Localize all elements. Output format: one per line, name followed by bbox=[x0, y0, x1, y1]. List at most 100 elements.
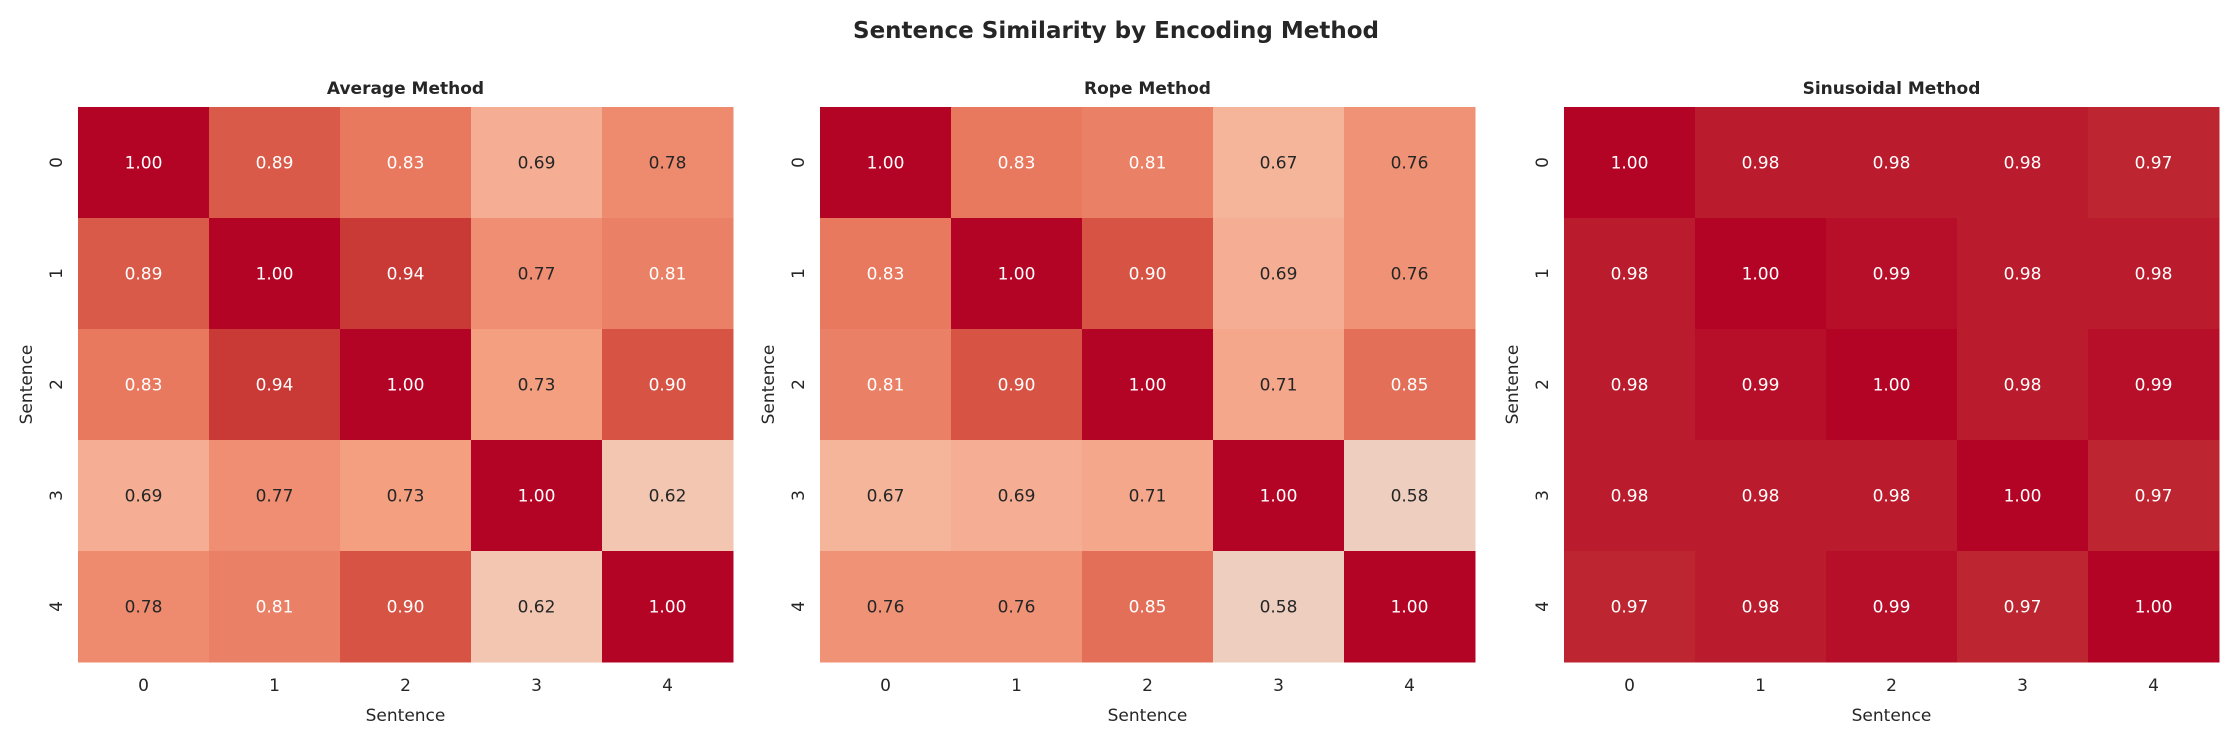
y-tick-label: 4 bbox=[1533, 601, 1553, 612]
heatmap-cell bbox=[820, 551, 952, 663]
y-axis-label: Sentence bbox=[759, 345, 779, 425]
heatmap-cell bbox=[1826, 218, 1958, 330]
heatmap-panel: Rope Method 1.00 0.83 0.81 0.67 0.76 0.83 1.00 0… bbox=[759, 79, 1476, 726]
cell-label: 0.97 bbox=[2135, 154, 2173, 174]
x-tick-label: 2 bbox=[400, 676, 411, 696]
cell-label: 0.90 bbox=[998, 376, 1036, 396]
cell-label: 1.00 bbox=[998, 265, 1036, 285]
cell-label: 0.99 bbox=[1742, 376, 1780, 396]
heatmap-cell bbox=[1082, 440, 1214, 552]
cell-label: 0.62 bbox=[649, 487, 687, 507]
cell-label: 0.78 bbox=[125, 598, 163, 618]
cell-label: 0.99 bbox=[1873, 598, 1911, 618]
cell-label: 1.00 bbox=[125, 154, 163, 174]
cell-label: 0.98 bbox=[2004, 265, 2042, 285]
y-tick-label: 2 bbox=[789, 379, 809, 390]
heatmap-cell bbox=[602, 329, 734, 441]
y-tick-label: 4 bbox=[789, 601, 809, 612]
heatmap-cell bbox=[1564, 218, 1696, 330]
heatmap-cell bbox=[1957, 440, 2089, 552]
y-tick-label: 3 bbox=[47, 490, 67, 501]
x-tick-label: 4 bbox=[2148, 676, 2159, 696]
heatmap-cell bbox=[602, 440, 734, 552]
cell-label: 0.73 bbox=[387, 487, 425, 507]
heatmap-cell bbox=[1344, 551, 1476, 663]
cell-label: 0.71 bbox=[1260, 376, 1298, 396]
cell-label: 0.89 bbox=[256, 154, 294, 174]
y-tick-label: 2 bbox=[1533, 379, 1553, 390]
cell-label: 1.00 bbox=[1129, 376, 1167, 396]
heatmap-cell bbox=[471, 218, 603, 330]
cell-label: 0.67 bbox=[867, 487, 905, 507]
heatmap-cell bbox=[1344, 218, 1476, 330]
heatmap-cell bbox=[209, 329, 341, 441]
cell-label: 0.90 bbox=[649, 376, 687, 396]
y-tick-label: 0 bbox=[1533, 157, 1553, 168]
cell-label: 1.00 bbox=[1391, 598, 1429, 618]
cell-label: 0.83 bbox=[867, 265, 905, 285]
cell-label: 0.94 bbox=[256, 376, 294, 396]
x-tick-label: 0 bbox=[1624, 676, 1635, 696]
panel-title: Rope Method bbox=[1084, 79, 1211, 99]
x-tick-label: 3 bbox=[531, 676, 542, 696]
y-tick-label: 3 bbox=[1533, 490, 1553, 501]
cell-label: 0.94 bbox=[387, 265, 425, 285]
cell-label: 0.81 bbox=[649, 265, 687, 285]
x-tick-label: 3 bbox=[2017, 676, 2028, 696]
heatmap-cell bbox=[1082, 218, 1214, 330]
cell-label: 0.98 bbox=[1611, 487, 1649, 507]
cell-label: 0.83 bbox=[998, 154, 1036, 174]
cell-label: 0.89 bbox=[125, 265, 163, 285]
cell-label: 0.97 bbox=[1611, 598, 1649, 618]
heatmap-cell bbox=[1564, 329, 1696, 441]
cell-label: 1.00 bbox=[649, 598, 687, 618]
heatmap-cell bbox=[1695, 218, 1827, 330]
cell-label: 0.78 bbox=[649, 154, 687, 174]
heatmap-cell bbox=[78, 107, 210, 219]
heatmap-panel: Sinusoidal Method 1.00 0.98 0.98 0.98 0.97 0.9… bbox=[1503, 79, 2220, 726]
heatmap-cell bbox=[1564, 440, 1696, 552]
heatmap-cell bbox=[209, 218, 341, 330]
x-tick-label: 2 bbox=[1886, 676, 1897, 696]
cell-label: 0.83 bbox=[125, 376, 163, 396]
cell-label: 0.98 bbox=[2135, 265, 2173, 285]
heatmap-cell bbox=[1695, 440, 1827, 552]
heatmap-cell bbox=[1826, 551, 1958, 663]
panel-title: Average Method bbox=[327, 79, 484, 99]
heatmap-cell bbox=[340, 329, 472, 441]
cell-label: 1.00 bbox=[387, 376, 425, 396]
heatmap-cell bbox=[820, 218, 952, 330]
cell-label: 0.98 bbox=[1742, 598, 1780, 618]
cell-label: 0.76 bbox=[1391, 154, 1429, 174]
heatmap-cell bbox=[78, 440, 210, 552]
cell-label: 1.00 bbox=[2135, 598, 2173, 618]
heatmap-cell bbox=[78, 218, 210, 330]
cell-label: 0.58 bbox=[1391, 487, 1429, 507]
cell-label: 0.98 bbox=[1742, 154, 1780, 174]
heatmap-cell bbox=[1826, 107, 1958, 219]
cell-label: 0.73 bbox=[518, 376, 556, 396]
cell-label: 0.76 bbox=[867, 598, 905, 618]
x-tick-label: 0 bbox=[138, 676, 149, 696]
heatmap-cell bbox=[1213, 329, 1345, 441]
heatmap-cell bbox=[1213, 440, 1345, 552]
cell-label: 0.62 bbox=[518, 598, 556, 618]
heatmap-cell bbox=[2088, 107, 2220, 219]
cell-label: 0.98 bbox=[1611, 376, 1649, 396]
y-tick-label: 3 bbox=[789, 490, 809, 501]
heatmap-cell bbox=[2088, 218, 2220, 330]
x-tick-label: 4 bbox=[1404, 676, 1415, 696]
panel-title: Sinusoidal Method bbox=[1803, 79, 1981, 99]
x-tick-label: 2 bbox=[1142, 676, 1153, 696]
cell-label: 0.69 bbox=[518, 154, 556, 174]
cell-label: 0.98 bbox=[1742, 487, 1780, 507]
cell-label: 1.00 bbox=[867, 154, 905, 174]
cell-label: 0.98 bbox=[2004, 154, 2042, 174]
heatmap-cell bbox=[820, 440, 952, 552]
cell-label: 0.98 bbox=[1873, 154, 1911, 174]
y-tick-label: 1 bbox=[1533, 268, 1553, 279]
cell-label: 0.58 bbox=[1260, 598, 1298, 618]
heatmap-cell bbox=[2088, 329, 2220, 441]
heatmap-cell bbox=[1826, 329, 1958, 441]
cell-label: 1.00 bbox=[1611, 154, 1649, 174]
